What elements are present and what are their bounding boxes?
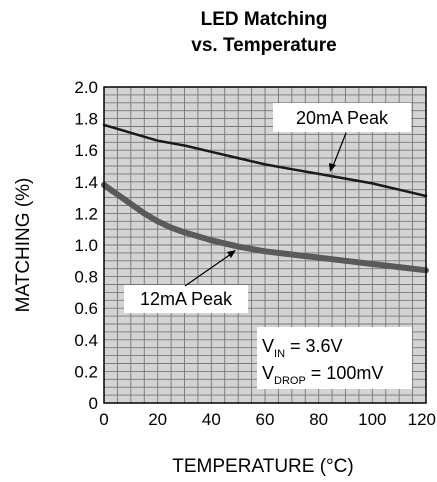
x-tick-labels: 0 20 40 60 80 100 120 — [99, 410, 436, 429]
y-tick-label: 0.8 — [74, 268, 98, 287]
plot-frame — [103, 86, 427, 404]
y-tick-label: 0 — [89, 394, 98, 413]
chart-title-line1: LED Matching — [201, 9, 328, 30]
conditions-box — [257, 327, 412, 389]
label-box-20ma — [273, 103, 411, 132]
label-20ma-peak: 20mA Peak — [296, 108, 389, 128]
y-tick-label: 1.6 — [74, 141, 98, 160]
y-tick-label: 0.2 — [74, 362, 98, 381]
pointer-20ma-arrowhead — [329, 163, 336, 172]
label-12ma-peak: 12mA Peak — [140, 289, 233, 309]
y-tick-label: 0.6 — [74, 299, 98, 318]
chart-title-line2: vs. Temperature — [191, 35, 336, 56]
series-line-12ma — [101, 182, 429, 274]
y-tick-label: 1.2 — [74, 204, 98, 223]
y-tick-label: 0.4 — [74, 331, 98, 350]
x-tick-label: 80 — [309, 410, 328, 429]
y-axis-label: MATCHING (%) — [13, 178, 34, 313]
x-axis-label: TEMPERATURE (°C) — [172, 456, 353, 477]
y-tick-label: 1.8 — [74, 110, 98, 129]
vin-label: VIN = 3.6V — [262, 336, 343, 360]
pointer-20ma — [332, 132, 347, 167]
x-tick-label: 20 — [148, 410, 167, 429]
y-tick-label: 1.4 — [74, 173, 98, 192]
series-group — [101, 123, 429, 274]
x-tick-label: 100 — [358, 410, 386, 429]
x-tick-label: 0 — [99, 410, 108, 429]
pointer-12ma-arrowhead — [227, 250, 236, 258]
y-tick-labels: 0 0.2 0.4 0.6 0.8 1.0 1.2 1.4 1.6 1.8 2.0 — [74, 78, 98, 413]
vdrop-label: VDROP = 100mV — [262, 363, 383, 387]
series-line-20ma — [102, 123, 428, 198]
x-tick-label: 60 — [256, 410, 275, 429]
x-tick-label: 120 — [408, 410, 436, 429]
y-tick-label: 1.0 — [74, 236, 98, 255]
label-box-12ma — [124, 285, 248, 313]
pointer-12ma — [184, 253, 232, 287]
y-tick-label: 2.0 — [74, 78, 98, 97]
x-tick-label: 40 — [202, 410, 221, 429]
